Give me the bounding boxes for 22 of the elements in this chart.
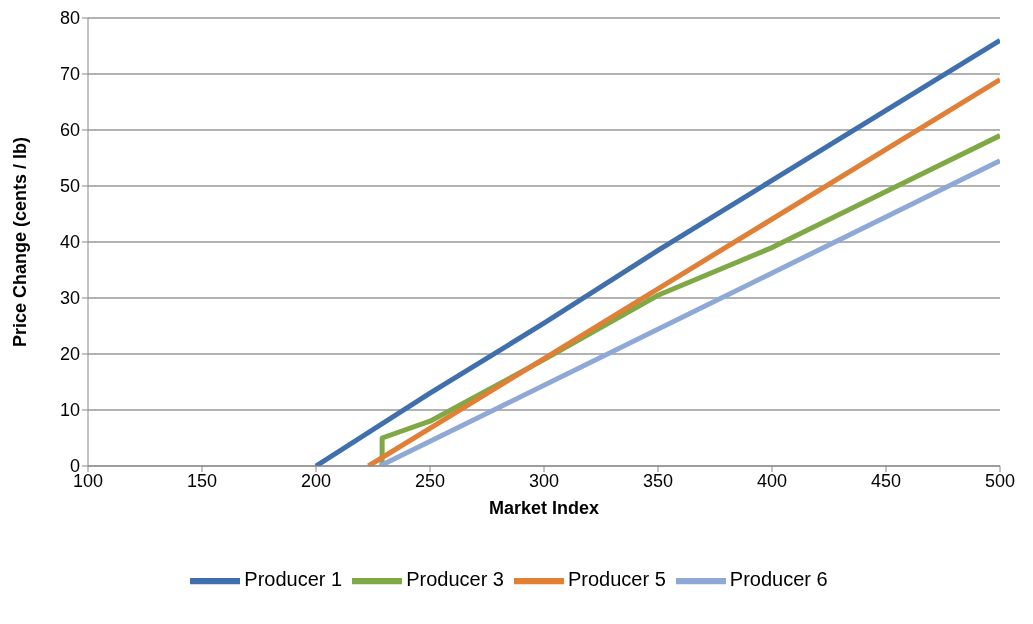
x-tick-label: 300 <box>528 470 560 491</box>
y-tick-label: 50 <box>59 176 80 197</box>
x-tick-label: 200 <box>300 470 332 491</box>
legend-label: Producer 1 <box>244 568 343 591</box>
y-tick-label: 30 <box>59 288 80 309</box>
y-tick-label: 20 <box>59 344 80 365</box>
x-tick-label: 500 <box>984 470 1016 491</box>
legend-label: Producer 5 <box>568 568 666 591</box>
legend-label: Producer 6 <box>729 568 828 591</box>
x-tick-label: 250 <box>414 470 446 491</box>
x-tick-label: 450 <box>870 470 902 491</box>
y-tick-label: 10 <box>59 400 80 421</box>
x-tick-label: 400 <box>756 470 788 491</box>
y-axis-title: Price Change (cents / lb) <box>10 136 31 348</box>
y-tick-label: 60 <box>59 120 80 141</box>
legend-label: Producer 3 <box>406 568 504 591</box>
y-tick-label: 80 <box>59 8 80 29</box>
x-tick-label: 150 <box>186 470 218 491</box>
y-tick-label: 40 <box>59 232 80 253</box>
y-tick-label: 70 <box>59 64 80 85</box>
x-tick-label: 350 <box>642 470 674 491</box>
x-axis-title: Market Index <box>488 498 600 518</box>
